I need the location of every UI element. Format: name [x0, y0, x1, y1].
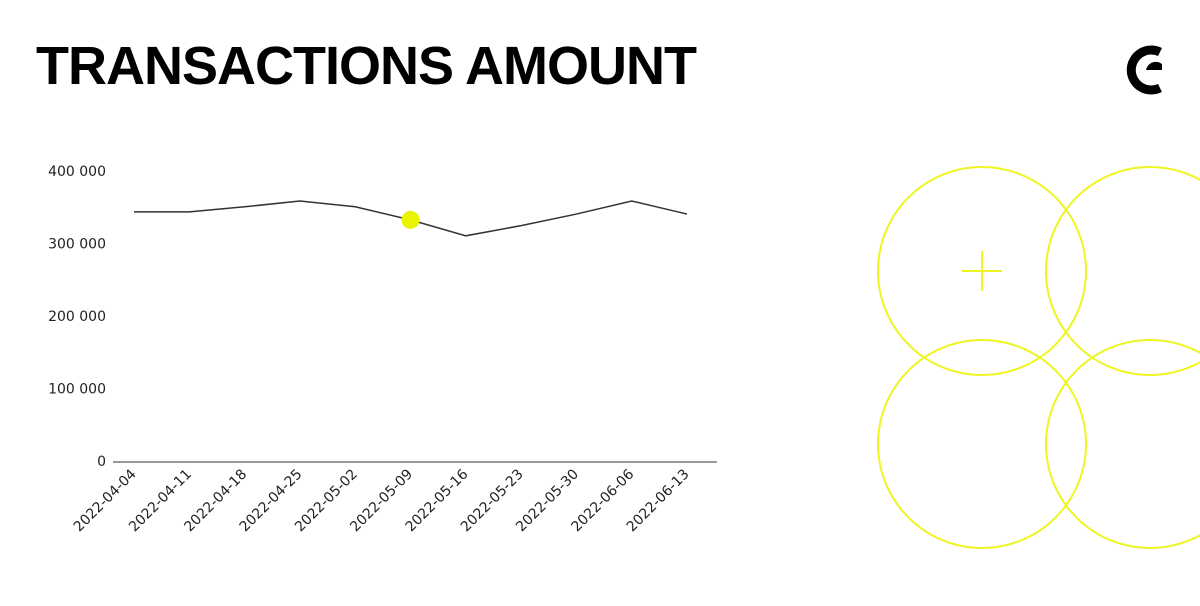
decoration	[877, 166, 1200, 549]
y-tick-label: 300 000	[48, 237, 106, 253]
y-tick-label: 0	[97, 454, 106, 470]
y-tick-label: 400 000	[48, 164, 106, 180]
chart-title: TRANSACTIONS AMOUNT	[36, 36, 697, 96]
highlight-point	[401, 210, 420, 229]
logo	[1126, 45, 1162, 95]
y-tick-label: 100 000	[48, 382, 106, 398]
y-tick-label: 200 000	[48, 309, 106, 325]
